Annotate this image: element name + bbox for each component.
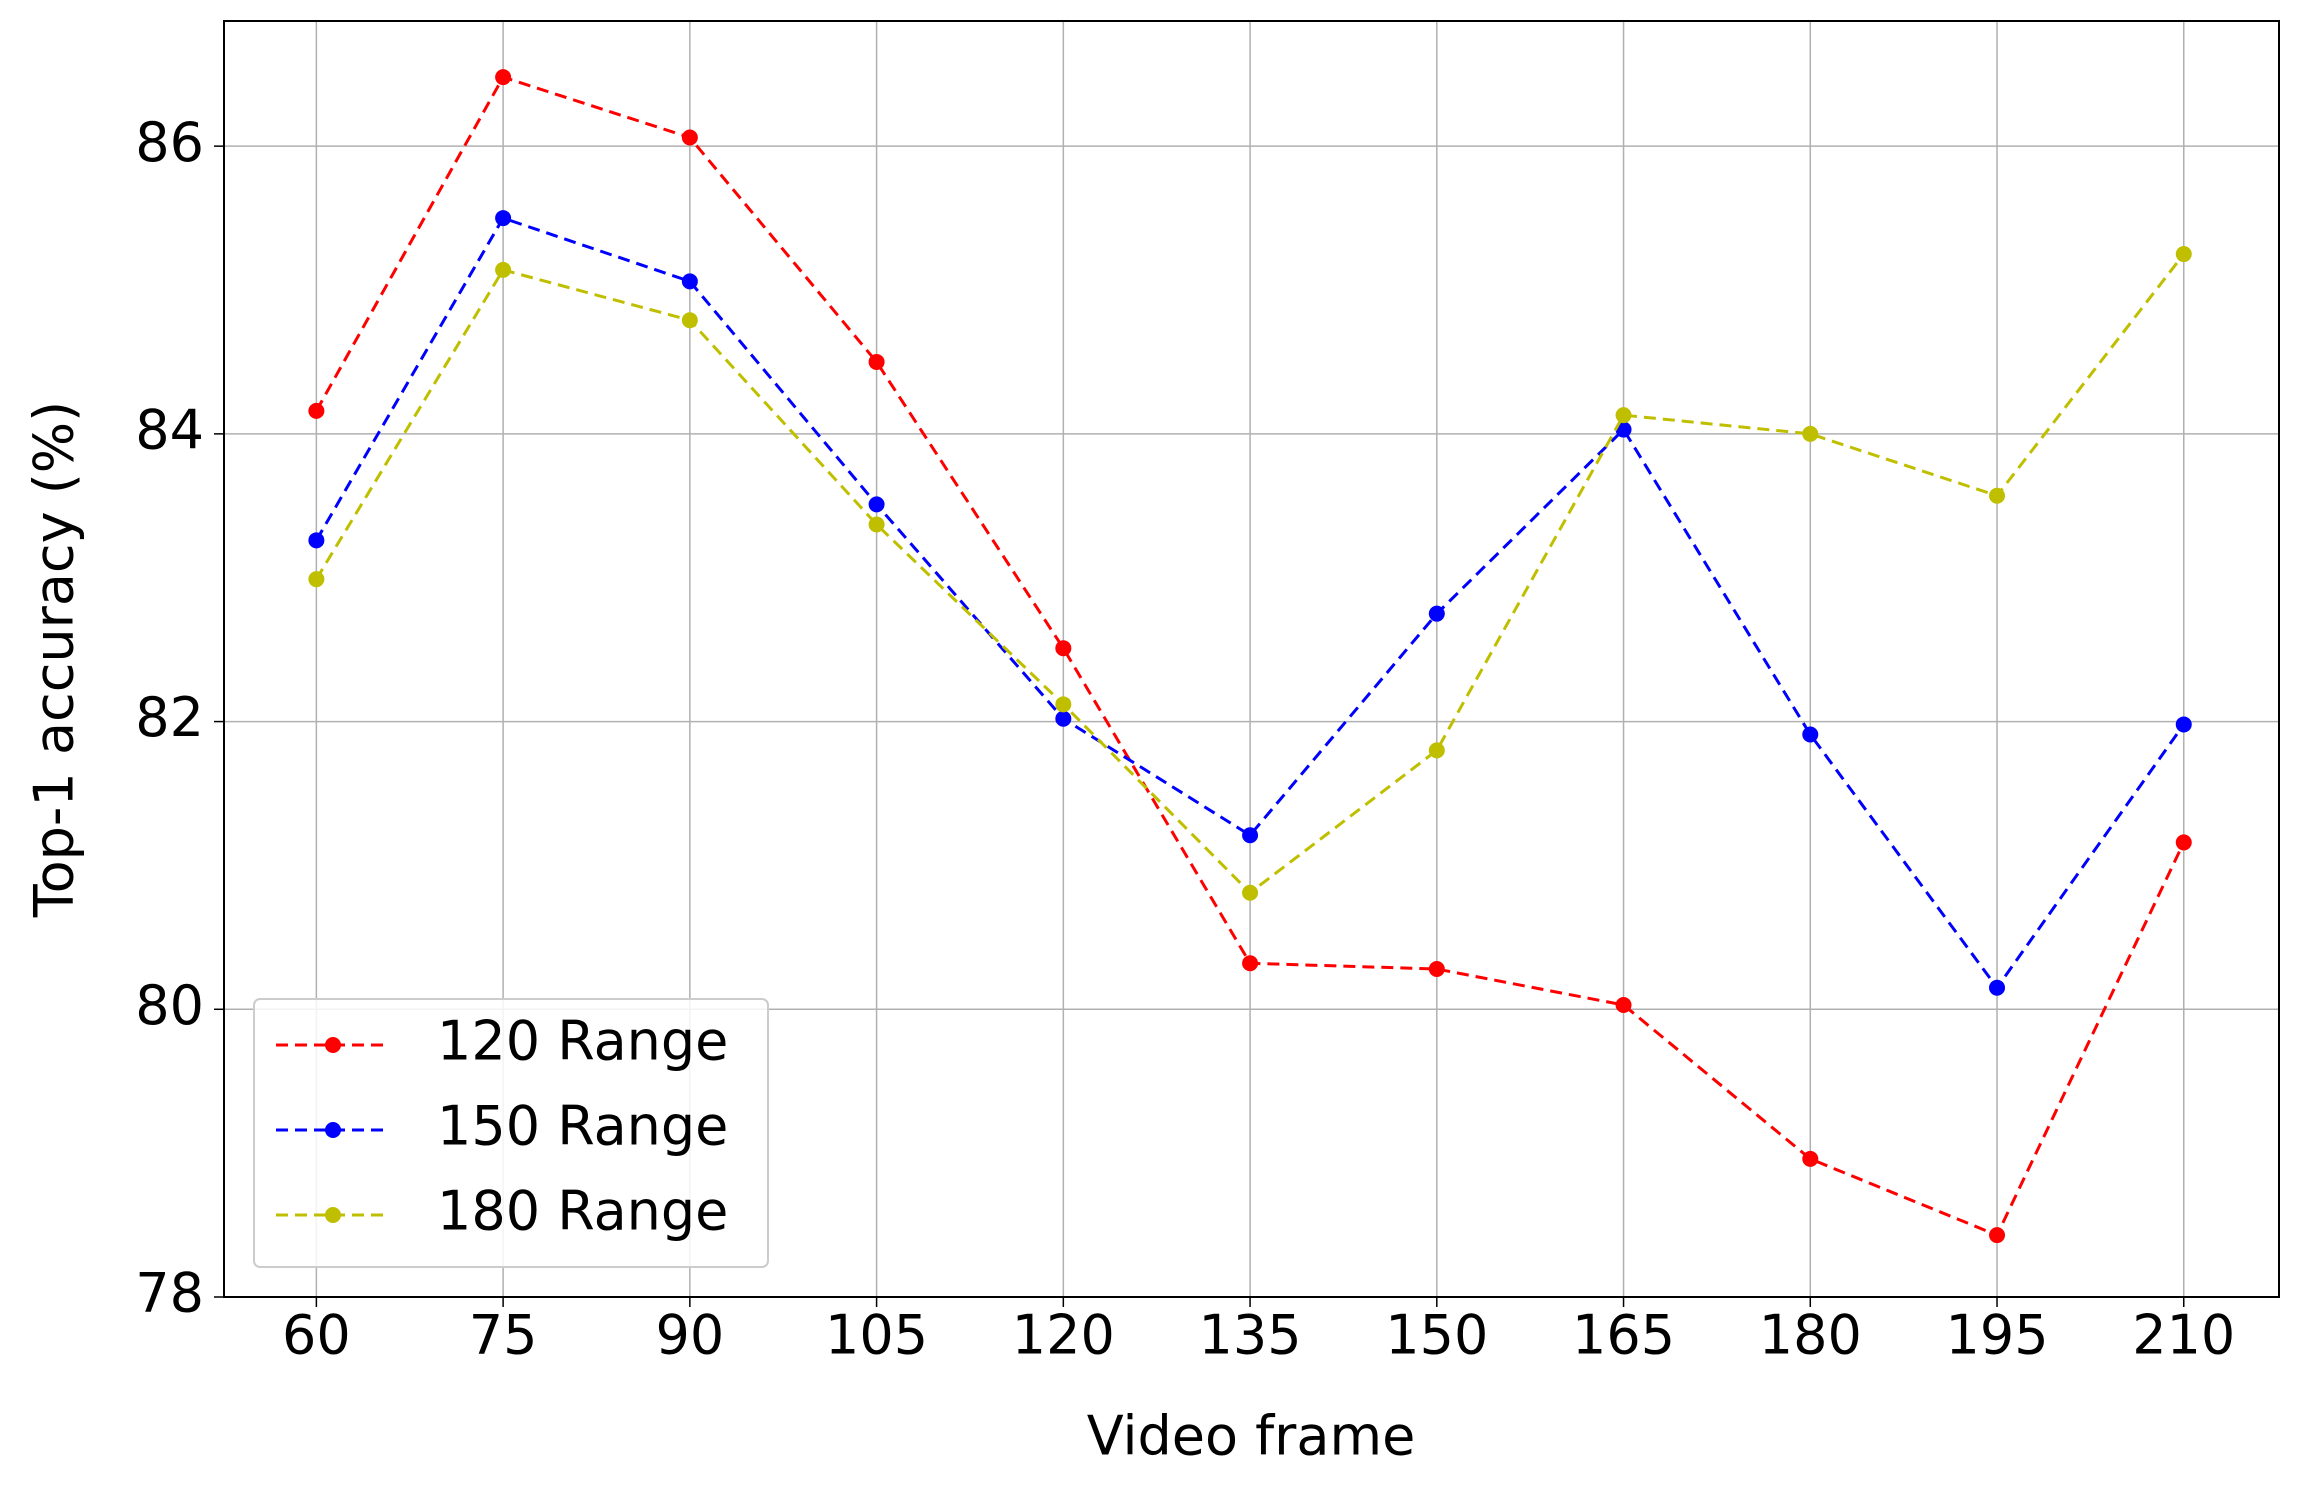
data-point [1989, 1227, 2006, 1244]
y-axis-label: Top-1 accuracy (%) [23, 401, 86, 918]
x-tick-label: 60 [282, 1304, 351, 1367]
data-point [868, 353, 885, 370]
data-point [1615, 407, 1632, 424]
data-point [2175, 716, 2192, 733]
data-point [495, 69, 512, 86]
data-point [308, 532, 325, 549]
data-point [1428, 961, 1445, 978]
x-tick-label: 120 [1012, 1304, 1115, 1367]
data-point [868, 516, 885, 533]
x-tick-label: 180 [1759, 1304, 1862, 1367]
data-point [1242, 827, 1259, 844]
data-point [868, 496, 885, 513]
plot-frame [223, 20, 2280, 1298]
x-tick-label: 165 [1572, 1304, 1675, 1367]
legend-marker [325, 1122, 341, 1138]
legend-box [253, 998, 769, 1268]
legend-marker [325, 1037, 341, 1053]
data-point [2175, 246, 2192, 263]
data-point [495, 210, 512, 227]
data-point [681, 129, 698, 146]
data-point [495, 261, 512, 278]
x-tick-label: 90 [655, 1304, 724, 1367]
data-point [681, 273, 698, 290]
data-point [308, 571, 325, 588]
data-point [1615, 996, 1632, 1013]
y-tick-label: 86 [135, 111, 204, 174]
x-tick-label: 150 [1385, 1304, 1488, 1367]
x-tick-label: 105 [825, 1304, 928, 1367]
data-point [308, 402, 325, 419]
x-tick-label: 135 [1199, 1304, 1302, 1367]
data-point [1428, 742, 1445, 759]
data-point [2175, 834, 2192, 851]
data-point [1055, 640, 1072, 657]
x-tick-label: 75 [469, 1304, 538, 1367]
data-point [1989, 979, 2006, 996]
data-point [1242, 884, 1259, 901]
data-point [681, 312, 698, 329]
series-line [315, 216, 2185, 991]
data-point [1802, 425, 1819, 442]
data-point [1615, 421, 1632, 438]
x-axis-label: Video frame [1087, 1405, 1416, 1468]
y-tick-label: 82 [135, 686, 204, 749]
legend-label: 150 Range [437, 1095, 728, 1158]
data-point [1802, 726, 1819, 743]
legend-marker [325, 1207, 341, 1223]
y-tick-label: 80 [135, 974, 204, 1037]
data-point [1055, 710, 1072, 727]
x-tick-label: 195 [1945, 1304, 2048, 1367]
y-tick-label: 84 [135, 399, 204, 462]
legend-label: 120 Range [437, 1010, 728, 1073]
legend-label: 180 Range [437, 1180, 728, 1243]
data-point [1989, 487, 2006, 504]
data-point [1055, 696, 1072, 713]
data-point [1802, 1150, 1819, 1167]
legend: 120 Range 150 Range 180 Range [253, 998, 769, 1268]
x-tick-label: 210 [2132, 1304, 2235, 1367]
data-point [1242, 955, 1259, 972]
y-tick-label: 78 [135, 1262, 204, 1325]
data-point [1428, 605, 1445, 622]
